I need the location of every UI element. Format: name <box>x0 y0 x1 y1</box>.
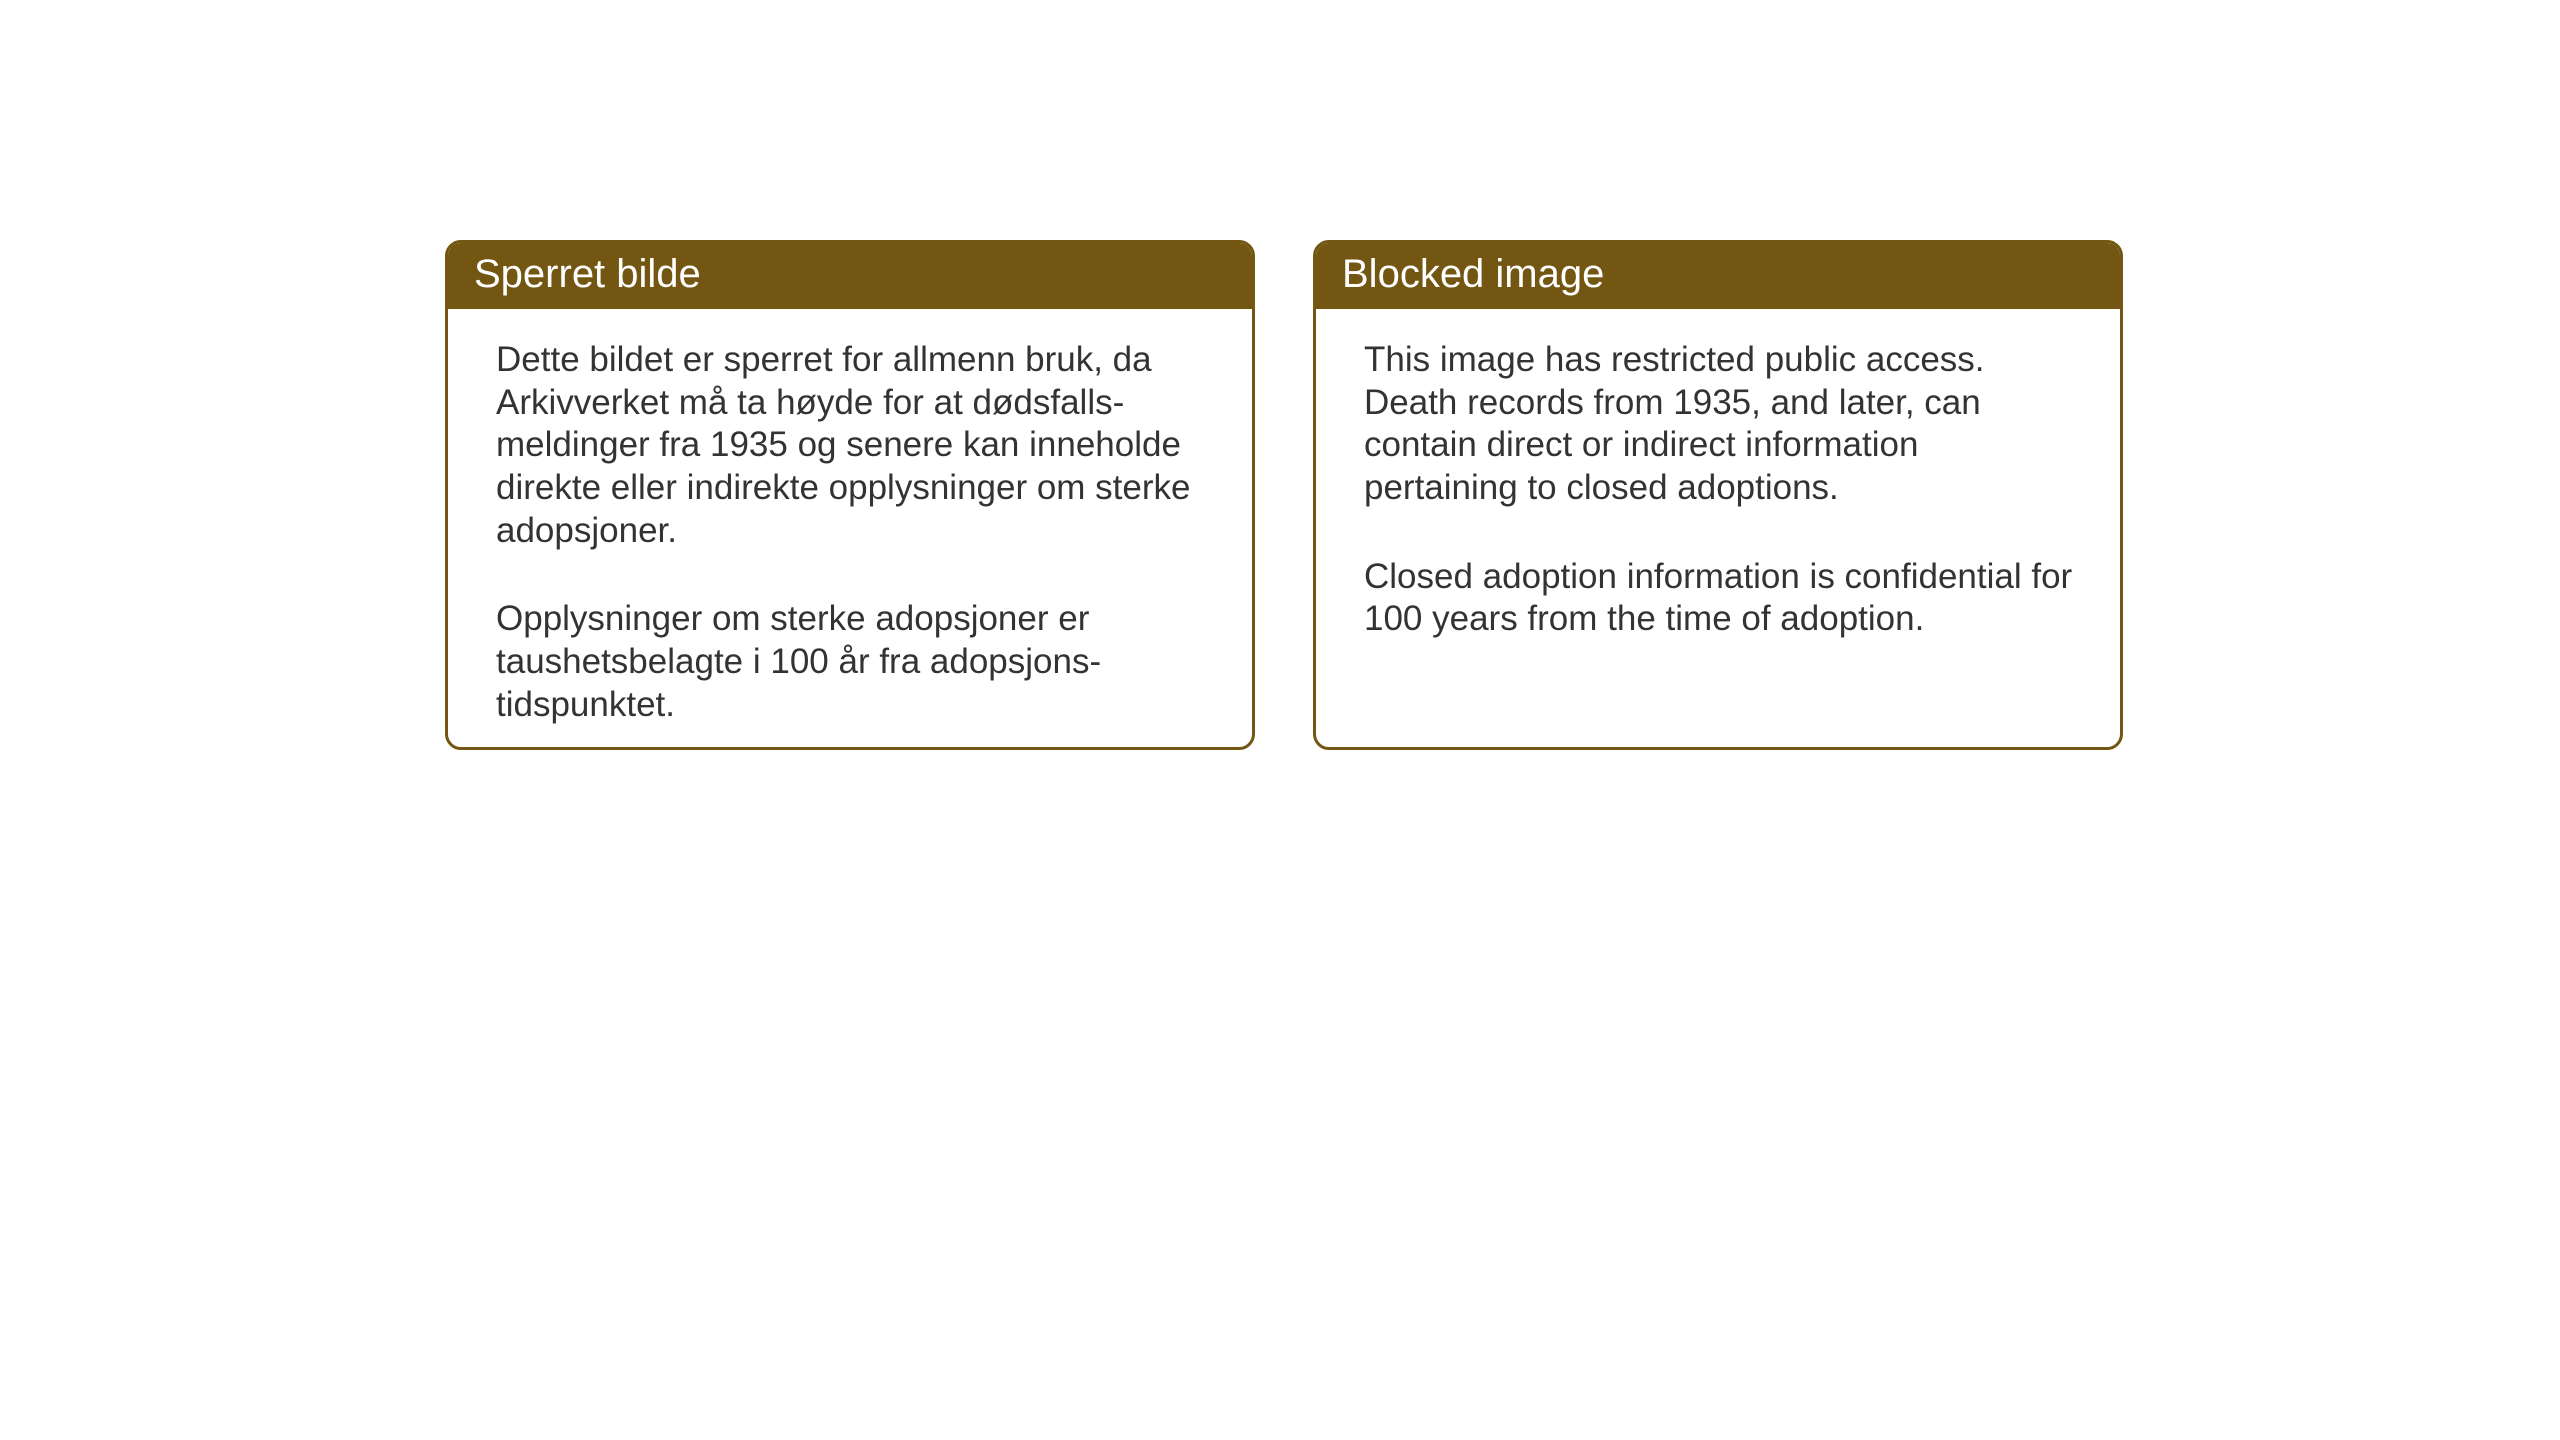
card-title-norwegian: Sperret bilde <box>448 243 1252 309</box>
card-paragraph: Opplysninger om sterke adopsjoner er tau… <box>496 598 1212 726</box>
notice-card-english: Blocked image This image has restricted … <box>1313 240 2123 750</box>
notice-card-norwegian: Sperret bilde Dette bildet er sperret fo… <box>445 240 1255 750</box>
card-paragraph: Closed adoption information is confident… <box>1364 556 2080 641</box>
card-title-english: Blocked image <box>1316 243 2120 309</box>
card-body-norwegian: Dette bildet er sperret for allmenn bruk… <box>448 309 1252 750</box>
notice-cards-container: Sperret bilde Dette bildet er sperret fo… <box>445 240 2123 750</box>
card-paragraph: Dette bildet er sperret for allmenn bruk… <box>496 339 1212 552</box>
card-paragraph: This image has restricted public access.… <box>1364 339 2080 510</box>
card-body-english: This image has restricted public access.… <box>1316 309 2120 671</box>
